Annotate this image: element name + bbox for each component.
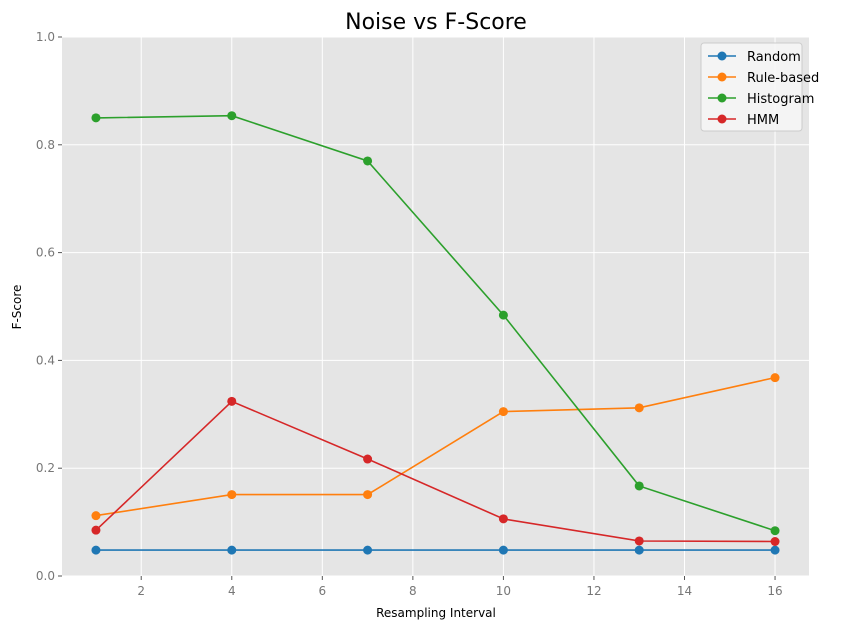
series-random bbox=[91, 545, 780, 555]
data-point-rule-based bbox=[363, 490, 373, 500]
x-tick-label: 2 bbox=[137, 584, 145, 598]
chart-title: Noise vs F-Score bbox=[345, 10, 527, 35]
legend-item-hmm: HMM bbox=[708, 113, 779, 128]
series-rule-based bbox=[91, 373, 780, 521]
legend-box bbox=[700, 42, 803, 132]
x-tick-label: 10 bbox=[496, 584, 511, 598]
x-tick-label: 8 bbox=[409, 584, 417, 598]
series-hmm bbox=[91, 396, 780, 547]
series-line-histogram bbox=[95, 114, 776, 532]
x-axis-ticks: 2 4 6 8 10 12 14 16 bbox=[137, 576, 783, 598]
x-tick-label: 4 bbox=[228, 584, 236, 598]
data-point-random bbox=[363, 545, 373, 555]
y-tick-label: 0.6 bbox=[36, 246, 55, 260]
y-tick-label: 0.2 bbox=[36, 461, 55, 475]
series-line-rule-based bbox=[95, 376, 776, 517]
y-tick-label: 1.0 bbox=[36, 30, 55, 44]
y-axis-ticks: 0.0 0.2 0.4 0.6 0.8 1.0 bbox=[36, 30, 62, 583]
data-point-histogram bbox=[770, 526, 780, 536]
x-tick-label: 14 bbox=[677, 584, 692, 598]
data-point-random bbox=[227, 545, 237, 555]
legend-label: Rule-based bbox=[747, 71, 819, 86]
y-tick-label: 0.8 bbox=[36, 138, 55, 152]
series-histogram bbox=[91, 111, 780, 536]
data-point-hmm bbox=[227, 396, 237, 406]
data-point-random bbox=[770, 545, 780, 555]
data-point-hmm bbox=[363, 454, 373, 464]
x-axis-label: Resampling Interval bbox=[376, 606, 496, 620]
legend-label: Histogram bbox=[747, 92, 814, 107]
data-point-histogram bbox=[91, 113, 101, 123]
data-point-hmm bbox=[91, 525, 101, 535]
y-axis-label: F-Score bbox=[10, 285, 24, 330]
grid-lines bbox=[62, 36, 809, 577]
data-point-rule-based bbox=[770, 373, 780, 383]
data-point-random bbox=[498, 545, 508, 555]
legend-marker bbox=[717, 114, 727, 124]
data-point-hmm bbox=[634, 536, 644, 546]
data-point-hmm bbox=[770, 537, 780, 547]
series-layer bbox=[91, 111, 780, 555]
plot-area bbox=[62, 37, 809, 576]
legend-item-random: Random bbox=[708, 50, 801, 65]
legend-item-rule-based: Rule-based bbox=[708, 71, 819, 86]
data-point-histogram bbox=[498, 310, 508, 320]
series-line-hmm bbox=[95, 400, 776, 543]
legend-marker bbox=[717, 93, 727, 103]
data-point-random bbox=[634, 545, 644, 555]
data-point-rule-based bbox=[227, 490, 237, 500]
legend-label: HMM bbox=[747, 113, 779, 128]
x-tick-label: 6 bbox=[318, 584, 326, 598]
data-point-histogram bbox=[634, 481, 644, 491]
data-point-rule-based bbox=[634, 403, 644, 413]
x-tick-label: 16 bbox=[767, 584, 782, 598]
legend-marker bbox=[717, 51, 727, 61]
legend-marker bbox=[717, 72, 727, 82]
data-point-random bbox=[91, 545, 101, 555]
legend-item-histogram: Histogram bbox=[708, 92, 814, 107]
legend-label: Random bbox=[747, 50, 801, 65]
data-point-rule-based bbox=[91, 511, 101, 521]
data-point-histogram bbox=[227, 111, 237, 121]
data-point-rule-based bbox=[498, 407, 508, 417]
y-tick-label: 0.4 bbox=[36, 353, 55, 367]
data-point-hmm bbox=[498, 514, 508, 524]
data-point-histogram bbox=[363, 156, 373, 166]
legend: Random Rule-based Histogram HMM bbox=[700, 42, 819, 132]
y-tick-label: 0.0 bbox=[36, 569, 55, 583]
x-tick-label: 12 bbox=[586, 584, 601, 598]
